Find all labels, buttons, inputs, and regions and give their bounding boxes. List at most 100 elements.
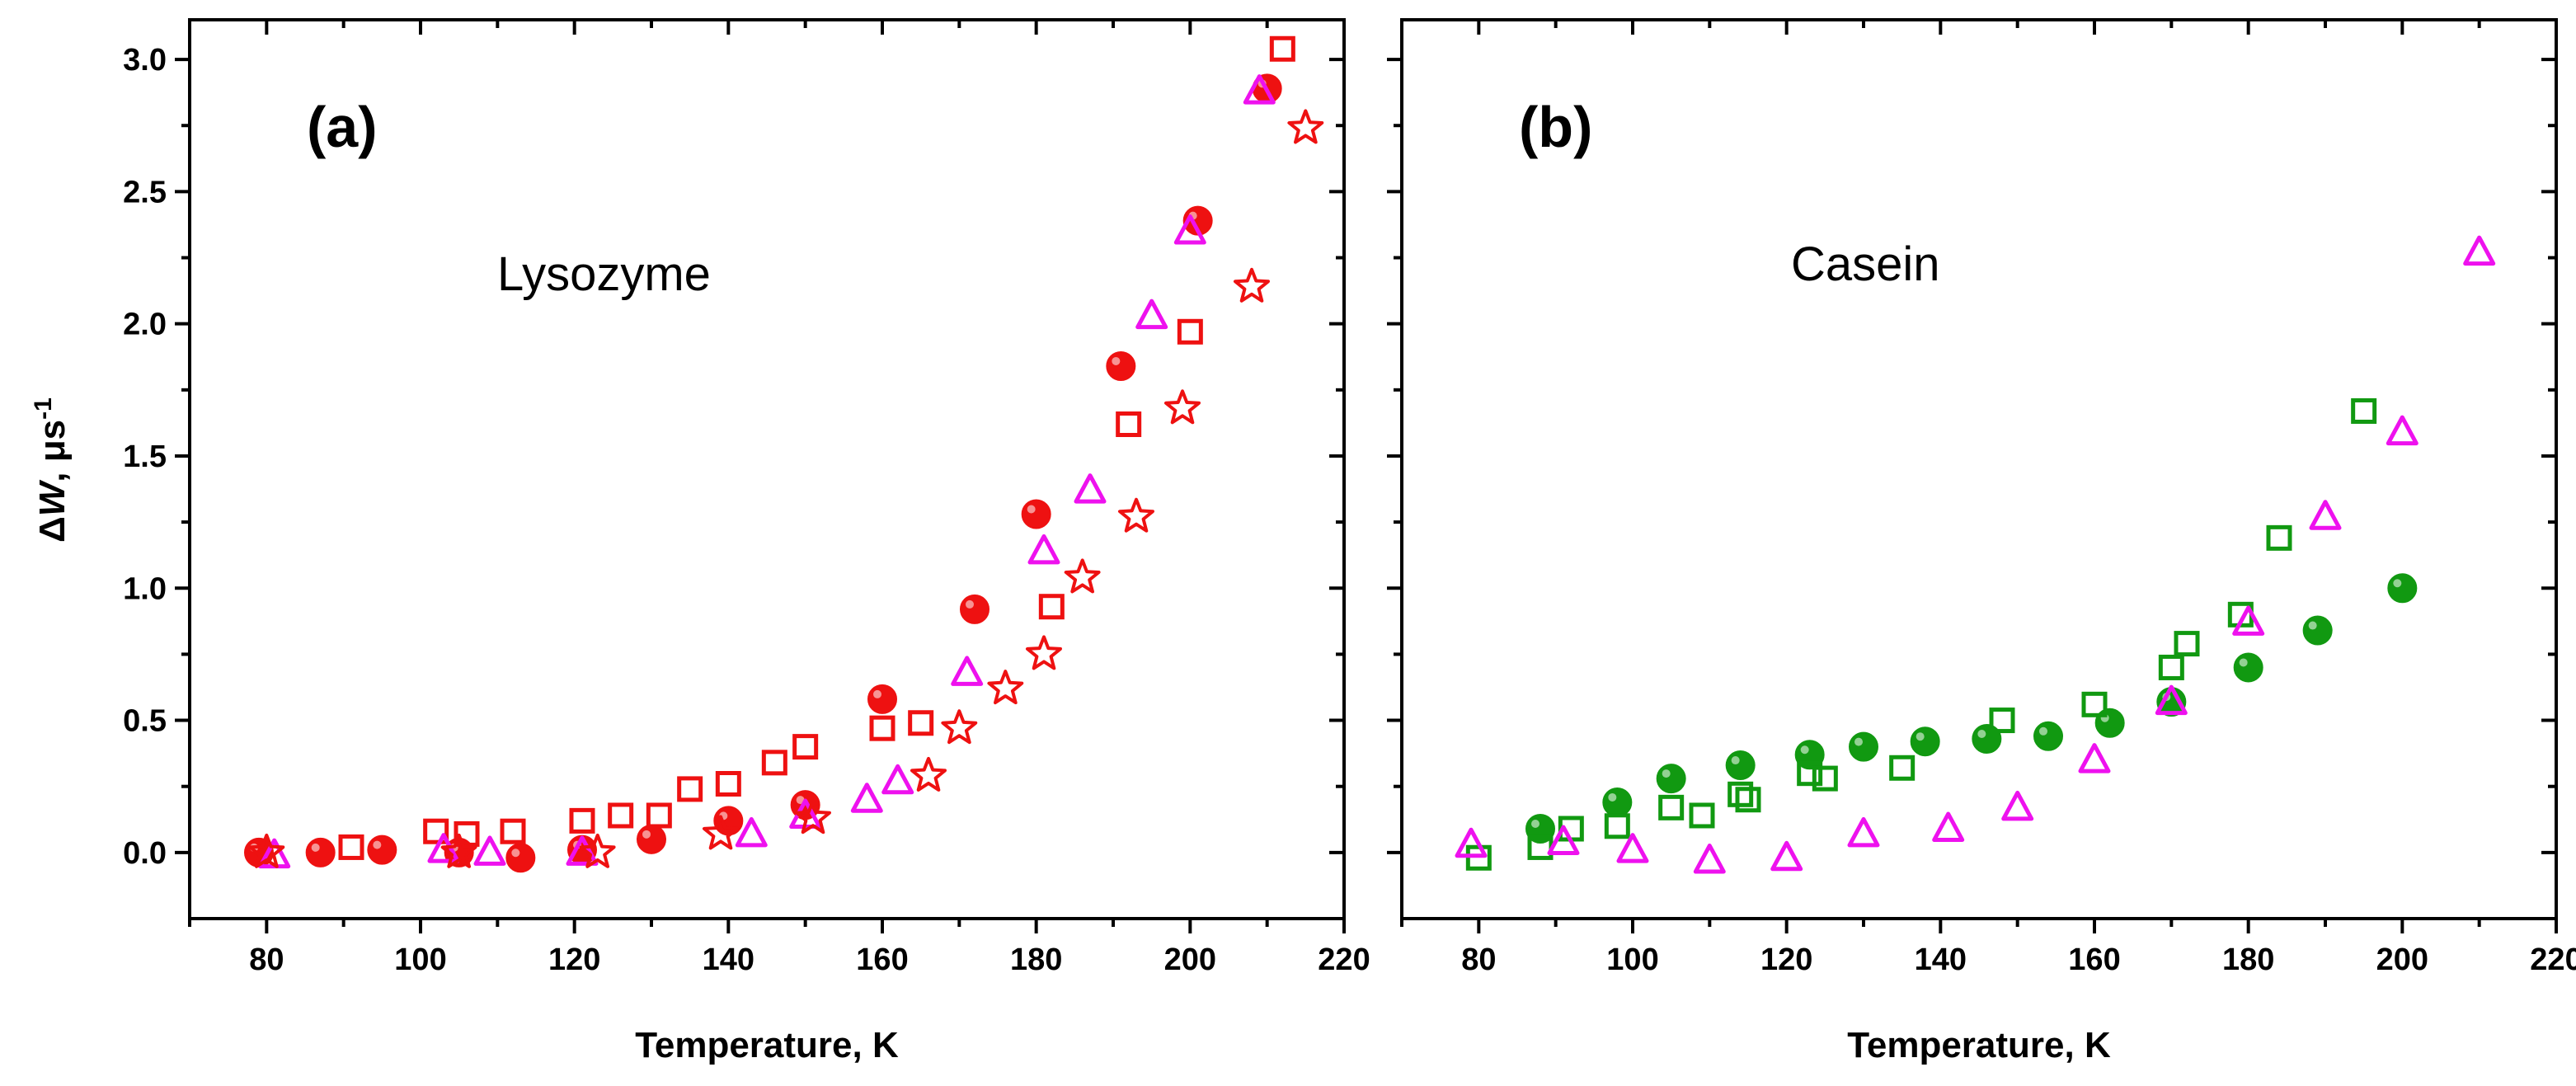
panel-b-open-triangle-point [1693,844,1726,874]
panel-a-open-square-point [908,710,934,736]
panel-a-x-tick-label: 180 [1010,943,1062,977]
panel-a-filled-circle-point-highlight [373,840,382,849]
panel-b-filled-circle-point [2233,652,2263,683]
panel-a-open-triangle-point [850,783,883,813]
panel-a-filled-circle-point-highlight [966,599,974,609]
panel-b-label: (b) [1519,95,1592,159]
panel-a-open-star-point [1234,267,1270,303]
panel-b-open-square-point [2266,524,2292,551]
y-axis-unit: , μs [32,420,73,482]
panel-b-open-square-point [1689,802,1715,829]
panel-b-open-triangle-point [2078,743,2111,773]
panel-b-points [1455,235,2496,874]
panel-a-open-square-point [715,771,741,797]
panel-b-filled-circle-point-highlight [2308,621,2317,630]
panel-b-open-triangle-point [2232,605,2265,636]
panel-b-open-square-point [1735,787,1761,813]
panel-a: 80 100 120 140 160 180 200 220 0.0 0.5 1.0 1.5 2.0 2.… [30,18,1370,1065]
y-axis-exponent: -1 [30,397,57,420]
panel-b-filled-circle-point [1602,787,1633,817]
panel-a-x-tick-label: 80 [249,943,284,977]
panel-a-y-tick-label: 0.0 [123,836,167,871]
panel-a-y-tick-label: 2.5 [123,175,167,209]
panel-a-x-tick-label: 160 [856,943,908,977]
y-axis-delta: Δ [32,516,73,543]
panel-a-filled-circle-point-highlight [511,849,520,858]
panel-a-open-triangle-point [951,656,984,686]
panel-b-open-square-point [1604,813,1630,839]
panel-b-ticks: 80 100 120 140 160 180 200 220 [1387,20,2576,977]
panel-a-filled-circle-point-highlight [873,689,881,698]
panel-a-open-square-point [869,715,895,741]
panel-b-open-triangle-point [2001,790,2034,821]
panel-b-open-square-point [1465,844,1492,871]
panel-b-filled-circle-point-highlight [1800,745,1809,755]
panel-a-open-square-point [454,820,480,847]
panel-b-open-square-point [2174,631,2200,657]
panel-b-open-square-point [1812,765,1838,792]
panel-a-filled-circle-point [1106,350,1136,381]
panel-b-open-triangle-point [1932,811,1965,842]
panel-a-open-triangle-point [1243,74,1276,105]
panel-b-filled-circle-point-highlight [1531,820,1539,828]
panel-a-filled-circle-point-highlight [1027,505,1036,514]
panel-a-open-square-point [1116,411,1142,437]
panel-b-x-axis-title: Temperature, K [1847,1025,2111,1065]
panel-a-y-tick-label: 1.0 [123,571,167,606]
panel-a-filled-circle-point [637,824,666,854]
panel-a-open-star-point [795,799,831,834]
panel-b-filled-circle-point-highlight [1608,792,1617,802]
panel-a-open-square-point [500,818,526,844]
panel-a-filled-circle-point [1021,499,1051,529]
panel-a-y-tick-label: 3.0 [123,43,167,78]
panel-a-x-axis-title: Temperature, K [635,1025,899,1065]
panel-a-filled-circle-point-highlight [642,830,651,839]
panel-b: 80 100 120 140 160 180 200 220 (b) Casein Tempe… [1387,18,2576,1065]
panel-a-filled-circle-point [367,834,397,865]
panel-a-filled-circle-point [305,837,336,867]
panel-b-filled-circle-point [1725,750,1756,781]
panel-a-open-star-point [703,815,739,850]
panel-b-open-triangle-point [2463,235,2496,266]
panel-b-open-square-point [1797,760,1823,787]
panel-a-filled-circle-point-highlight [311,843,320,852]
panel-b-filled-circle-point-highlight [1916,732,1925,741]
panel-b-filled-circle-point-highlight [2239,658,2248,667]
panel-b-open-square-point [1889,755,1916,781]
panel-a-y-axis-title: ΔW, μs-1 [30,397,73,543]
panel-a-open-star-point [941,709,978,745]
panel-b-filled-circle-point-highlight [2393,579,2402,588]
panel-a-x-tick-label: 140 [703,943,754,977]
panel-a-open-star-point [1064,558,1101,594]
panel-a-open-star-point [1026,635,1062,670]
panel-a-open-star-point [579,833,616,868]
panel-a-filled-circle-point-highlight [1112,356,1121,365]
panel-b-open-triangle-point [1455,827,1488,858]
panel-b-x-tick-label: 180 [2222,943,2274,977]
panel-b-filled-circle-point-highlight [1731,756,1740,765]
panel-a-open-star-point [440,833,477,868]
panel-b-open-triangle-point [2309,500,2342,530]
panel-b-filled-circle-point-highlight [1662,769,1671,778]
panel-b-open-square-point [1728,781,1754,807]
panel-b-x-tick-label: 160 [2068,943,2120,977]
panel-a-open-square-point [646,802,672,829]
panel-a-open-triangle-point [1173,214,1206,245]
panel-a-open-square-point [1038,594,1065,620]
panel-a-filled-circle-point [960,594,990,624]
panel-a-label: (a) [307,95,378,159]
panel-b-filled-circle-point-highlight [1854,737,1863,746]
panel-a-open-triangle-point [1027,534,1060,565]
panel-a-y-tick-label: 1.5 [123,440,167,474]
panel-a-points [244,35,1324,873]
panel-a-open-triangle-point [881,764,914,795]
panel-b-open-triangle-point [2155,684,2188,716]
panel-a-y-tick-label: 0.5 [123,704,167,739]
panel-b-x-tick-label: 100 [1606,943,1658,977]
panel-b-filled-circle-point-highlight [1977,730,1986,738]
panel-b-x-tick-label: 220 [2530,943,2576,977]
panel-a-open-square-point [761,750,787,776]
panel-a-y-tick-label: 2.0 [123,308,167,342]
panel-a-open-star-point [1118,497,1154,533]
